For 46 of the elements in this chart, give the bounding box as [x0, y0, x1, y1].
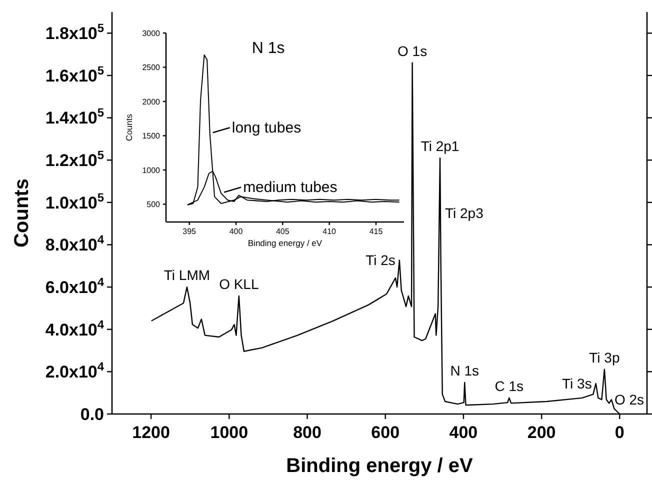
annotation: O 2s [614, 392, 644, 408]
y-axis-title: Counts [11, 178, 33, 248]
y-tick-label: 2000 [142, 97, 161, 106]
x-tick-label: 800 [293, 423, 322, 442]
x-tick-label: 395 [182, 227, 197, 236]
annotation: Ti 2s [366, 252, 396, 268]
x-tick-label: 405 [276, 227, 290, 236]
x-tick-label: 200 [527, 423, 556, 442]
y-tick-label: 0.0 [80, 404, 104, 424]
annotation: N 1s [450, 362, 480, 378]
x-tick-label: 400 [449, 423, 478, 442]
annotation: O 1s [398, 42, 428, 59]
x-tick-label: 1000 [210, 423, 248, 442]
legend-label: medium tubes [243, 179, 338, 196]
y-tick-label: 500 [146, 200, 161, 209]
y-tick-label: 1.4x10$^{5}$ [45, 106, 104, 128]
y-tick-label: 1500 [142, 132, 161, 141]
x-tick-label: 415 [369, 227, 384, 236]
y-tick-label: 3000 [142, 28, 161, 38]
x-axis-title: Binding energy / eV [248, 238, 322, 248]
y-tick-label: 2.0x10$^{4}$ [45, 360, 104, 382]
y-axis-title: Counts [124, 114, 134, 141]
annotation: Ti 3p [589, 349, 620, 366]
annotation: O KLL [219, 276, 259, 292]
annotation: Ti 2p3 [444, 204, 484, 221]
y-tick-label: 1.2x10$^{5}$ [45, 148, 104, 170]
y-tick-label: 8.0x10$^{4}$ [45, 232, 104, 255]
y-tick-label: 1.6x10$^{5}$ [45, 63, 104, 86]
y-tick-label: 1.8x10$^{5}$ [45, 21, 104, 44]
y-tick-label: 4.0x10$^{4}$ [45, 317, 104, 340]
chart-title: N 1s [252, 40, 285, 57]
annotation: Ti LMM [164, 267, 210, 284]
x-tick-label: 600 [371, 423, 400, 442]
x-axis-title: Binding energy / eV [286, 455, 474, 477]
y-tick-label: 6.0x10$^{4}$ [45, 275, 104, 298]
x-tick-label: 410 [322, 227, 337, 236]
y-tick-label: 1000 [142, 166, 161, 175]
y-tick-label: 1.0x10$^{5}$ [45, 190, 104, 212]
x-tick-label: 400 [229, 227, 244, 236]
annotation: Ti 3s [562, 375, 592, 392]
x-tick-label: 1200 [132, 423, 170, 442]
y-tick-label: 2500 [142, 63, 161, 72]
annotation: Ti 2p1 [420, 138, 460, 154]
annotation: C 1s [494, 378, 524, 394]
x-tick-label: 0 [614, 423, 624, 442]
legend-label: long tubes [232, 120, 302, 137]
